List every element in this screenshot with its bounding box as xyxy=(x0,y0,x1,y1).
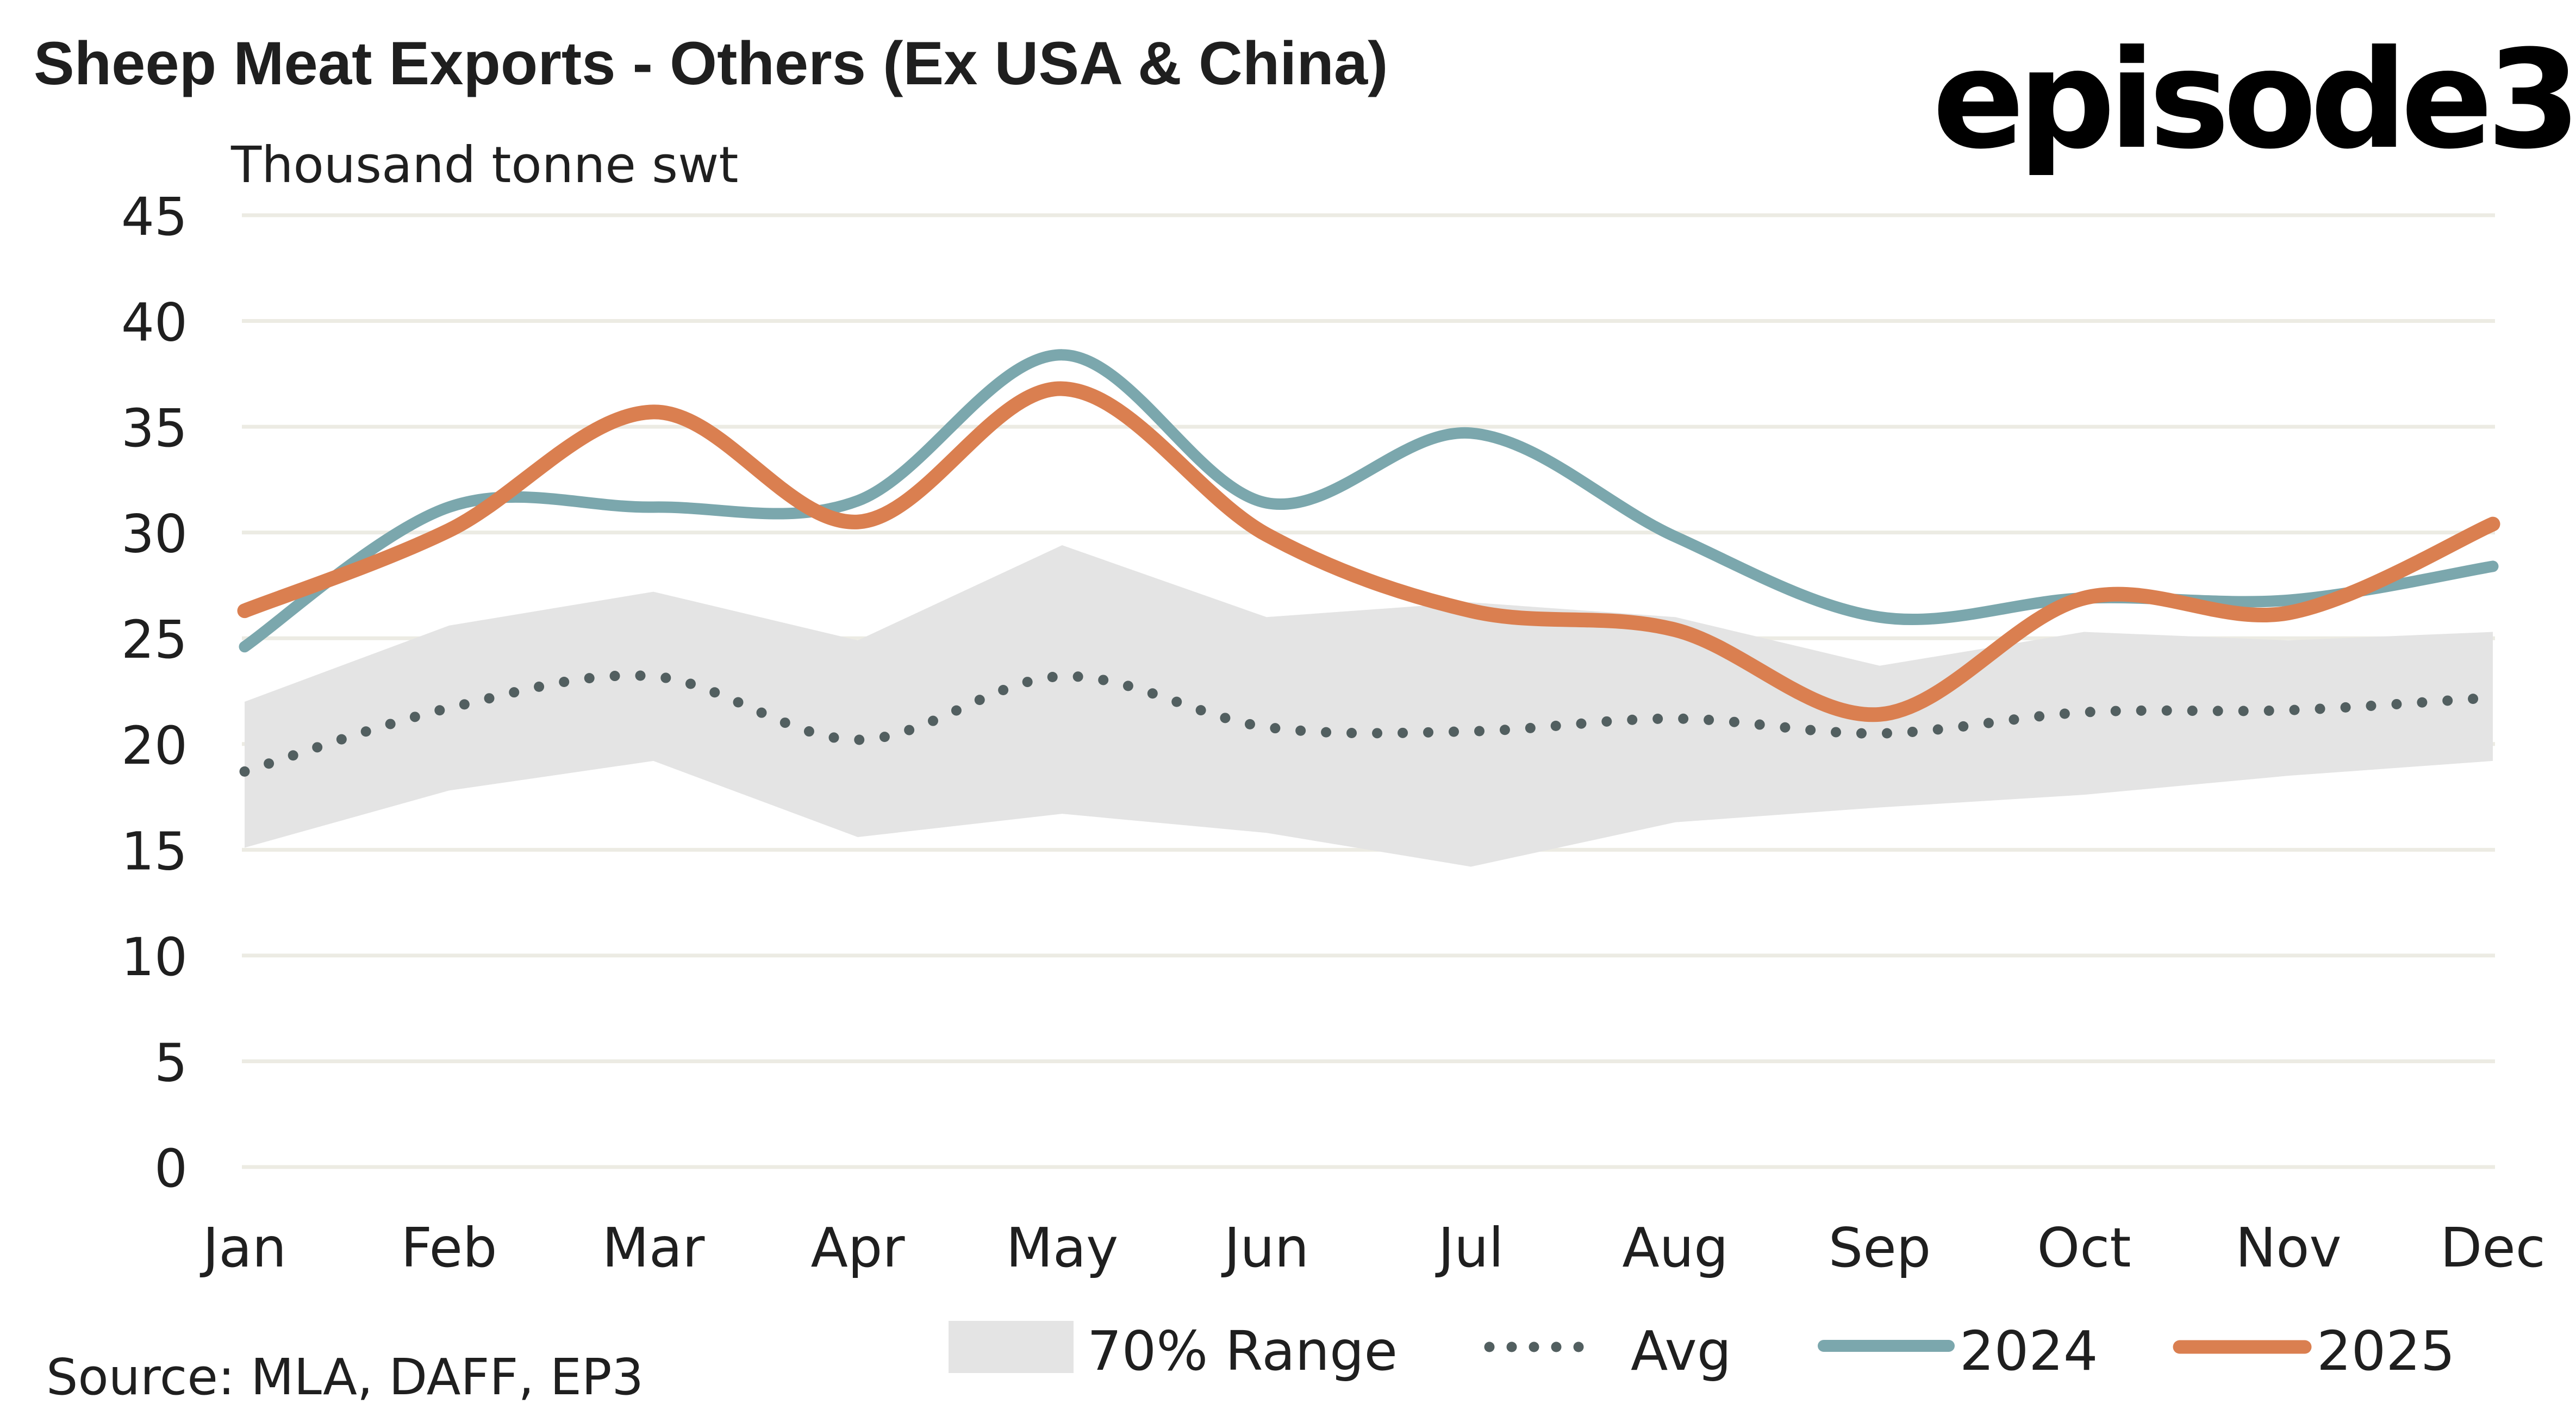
data-point-2025 xyxy=(2492,523,2493,525)
data-point-avg xyxy=(2492,697,2493,698)
data-point-2025 xyxy=(244,610,245,612)
series-line-avg xyxy=(239,670,2498,777)
data-point-avg xyxy=(653,676,654,677)
data-point-avg xyxy=(2084,712,2085,713)
x-tick-label: Mar xyxy=(602,1216,706,1280)
data-point-2024 xyxy=(1879,616,1880,617)
data-point-2025 xyxy=(653,411,654,413)
data-point-avg xyxy=(1879,733,1880,734)
legend-label-2025: 2025 xyxy=(2317,1319,2455,1383)
data-point-2025 xyxy=(2084,597,2085,598)
x-tick-label: Apr xyxy=(811,1216,906,1280)
data-point-avg xyxy=(1470,731,1471,732)
data-point-2024 xyxy=(857,500,858,501)
range-band-area xyxy=(245,545,2493,867)
y-tick-label: 25 xyxy=(121,609,188,670)
y-axis-ticks: 0 5 10 15 20 25 30 35 40 45 xyxy=(121,186,188,1199)
data-point-2024 xyxy=(2492,566,2493,567)
data-point-2025 xyxy=(1879,714,1880,715)
data-point-avg xyxy=(2288,710,2289,711)
data-point-2025 xyxy=(448,530,450,531)
y-tick-label: 20 xyxy=(121,715,188,776)
data-point-2024 xyxy=(1675,536,1676,537)
x-tick-label: Sep xyxy=(1829,1216,1931,1280)
series-lines xyxy=(237,349,2500,777)
y-tick-label: 0 xyxy=(154,1138,188,1199)
data-point-2025 xyxy=(1266,534,1267,535)
y-tick-label: 15 xyxy=(121,821,188,882)
data-point-2024 xyxy=(1470,433,1471,434)
y-tick-label: 30 xyxy=(121,504,188,565)
legend-label-range: 70% Range xyxy=(1087,1319,1398,1383)
x-tick-label: Feb xyxy=(401,1216,497,1280)
y-tick-label: 5 xyxy=(154,1032,188,1093)
data-point-avg xyxy=(244,771,245,772)
x-tick-label: Dec xyxy=(2440,1216,2546,1280)
legend-label-2024: 2024 xyxy=(1960,1319,2098,1383)
y-tick-label: 10 xyxy=(121,927,188,988)
x-tick-label: Oct xyxy=(2037,1216,2131,1280)
data-point-2024 xyxy=(653,507,654,508)
data-point-2024 xyxy=(244,646,245,647)
y-tick-label: 35 xyxy=(121,398,188,459)
data-point-2024 xyxy=(2288,600,2289,601)
y-tick-label: 40 xyxy=(121,292,188,353)
legend-swatch-range xyxy=(949,1321,1074,1373)
data-point-2024 xyxy=(448,507,450,508)
data-point-2025 xyxy=(857,521,858,522)
data-point-avg xyxy=(857,739,858,740)
x-tick-label: Jan xyxy=(199,1216,286,1280)
episode3-logo: episode3 xyxy=(1932,21,2574,179)
x-tick-label: May xyxy=(1006,1216,1119,1280)
data-point-2025 xyxy=(2288,613,2289,614)
data-point-avg xyxy=(1675,718,1676,719)
data-point-2025 xyxy=(1675,629,1676,631)
source-note: Source: MLA, DAFF, EP3 xyxy=(46,1348,644,1406)
x-axis-ticks: Jan Feb Mar Apr May Jun Jul Aug Sep Oct Nov Dec xyxy=(199,1216,2546,1280)
chart-title: Sheep Meat Exports - Others (Ex USA & Ch… xyxy=(34,29,1388,97)
legend-label-avg: Avg xyxy=(1631,1319,1731,1383)
data-point-2024 xyxy=(1062,354,1063,355)
y-tick-label: 45 xyxy=(121,186,188,247)
x-tick-label: Jul xyxy=(1435,1216,1504,1280)
x-tick-label: Nov xyxy=(2235,1216,2341,1280)
legend: 70% Range Avg 2024 2025 xyxy=(949,1319,2455,1383)
x-tick-label: Aug xyxy=(1622,1216,1728,1280)
data-point-2025 xyxy=(1062,388,1063,389)
data-point-avg xyxy=(1062,676,1063,677)
data-point-avg xyxy=(448,708,450,709)
x-tick-label: Jun xyxy=(1221,1216,1309,1280)
series-line-2025 xyxy=(237,381,2500,722)
data-point-2024 xyxy=(1266,502,1267,503)
data-point-avg xyxy=(1266,727,1267,728)
y-axis-label: Thousand tonne swt xyxy=(230,136,738,194)
data-point-2025 xyxy=(1470,610,1471,612)
